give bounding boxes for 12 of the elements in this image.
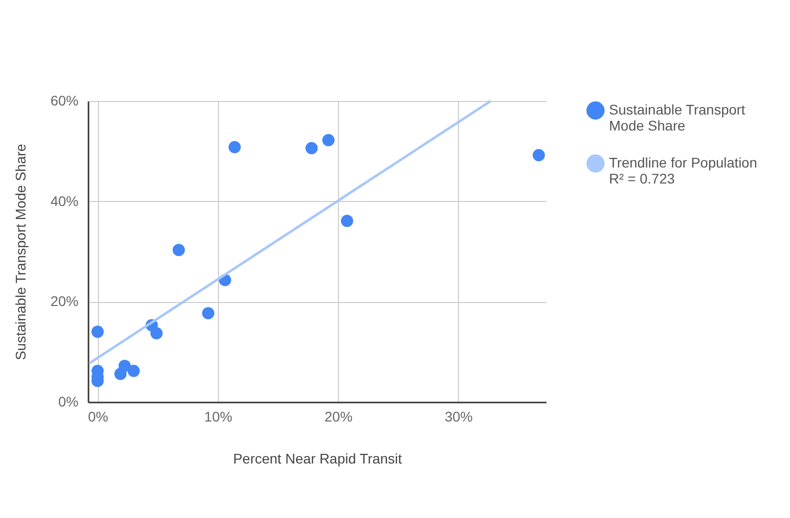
- x-tick-label: 30%: [444, 408, 473, 424]
- y-tick-label: 40%: [50, 192, 78, 209]
- y-tick-label: 60%: [50, 92, 78, 108]
- legend-label: Sustainable Transport Mode Share: [609, 102, 746, 134]
- y-tick-label: 20%: [50, 293, 78, 310]
- y-axis-title: Sustainable Transport Mode Share: [12, 144, 28, 360]
- legend-label: Trendline for Population R² = 0.723: [609, 154, 758, 186]
- x-tick-label: 10%: [204, 408, 232, 424]
- y-tick-label: 0%: [58, 394, 78, 410]
- x-tick-label: 0%: [88, 408, 108, 424]
- x-tick-label: 20%: [324, 408, 353, 424]
- x-axis-title: Percent Near Rapid Transit: [233, 450, 402, 466]
